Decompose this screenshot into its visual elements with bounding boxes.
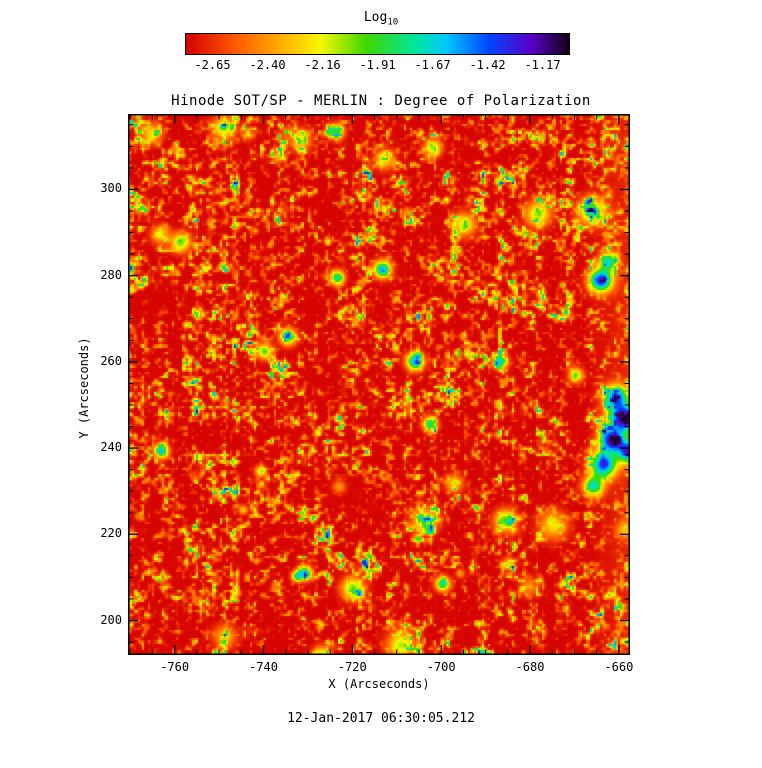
y-tick-label: 300 <box>100 181 122 196</box>
y-tick-label: 200 <box>100 612 122 627</box>
x-tick-label: -680 <box>515 660 545 674</box>
x-tick-label: -660 <box>604 660 634 674</box>
colorbar-title-subscript: 10 <box>387 17 399 28</box>
timestamp: 12-Jan-2017 06:30:05.212 <box>287 711 475 726</box>
x-tick-label: -720 <box>337 660 367 674</box>
heatmap-canvas <box>128 114 630 655</box>
colorbar-tick-label: -2.16 <box>304 58 341 72</box>
x-tick-label: -760 <box>160 660 190 674</box>
plot-area <box>128 114 630 655</box>
y-tick-label: 220 <box>100 526 122 541</box>
x-tick-label: -700 <box>426 660 456 674</box>
x-axis-label: X (Arcseconds) <box>328 677 430 691</box>
colorbar-tick-labels: -2.65 -2.40 -2.16 -1.91 -1.67 -1.42 -1.17 <box>185 58 570 73</box>
chart-title: Hinode SOT/SP - MERLIN : Degree of Polar… <box>171 93 591 109</box>
colorbar-title: Log10 <box>363 10 399 28</box>
colorbar-tick-label: -2.65 <box>194 58 231 72</box>
y-tick-label: 280 <box>100 267 122 282</box>
colorbar-gradient <box>185 33 570 55</box>
colorbar-tick-label: -2.40 <box>249 58 286 72</box>
x-tick-label: -740 <box>249 660 278 674</box>
colorbar-tick-label: -1.67 <box>414 58 451 72</box>
colorbar-tick-label: -1.91 <box>359 58 396 72</box>
colorbar-tick-label: -1.42 <box>469 58 506 72</box>
colorbar-tick-label: -1.17 <box>524 58 561 72</box>
x-tick-labels: -760 -740 -720 -700 -680 -660 <box>128 660 634 675</box>
y-tick-label: 260 <box>100 353 122 368</box>
y-tick-label: 240 <box>100 440 122 455</box>
y-tick-labels: 200 220 240 260 280 300 <box>72 114 122 655</box>
